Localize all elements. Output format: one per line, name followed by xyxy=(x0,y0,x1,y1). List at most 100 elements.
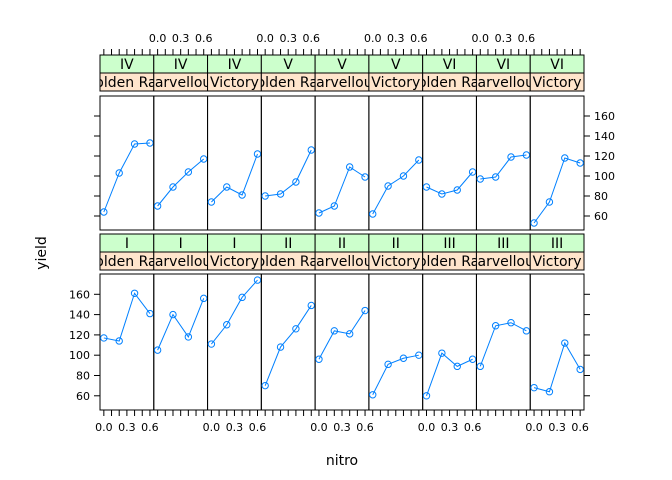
data-point xyxy=(223,321,231,329)
data-point xyxy=(307,146,315,154)
panel-frame xyxy=(153,273,209,411)
strip-block-label: IV xyxy=(228,57,242,73)
data-point xyxy=(476,175,484,183)
strip-variety-label: Victory xyxy=(533,254,582,270)
data-point xyxy=(100,334,108,342)
series-line xyxy=(103,142,150,213)
strip-block-label: V xyxy=(283,57,293,73)
data-point xyxy=(453,186,461,194)
strip-block-label: V xyxy=(337,57,347,73)
y-tick-label: 80 xyxy=(76,369,90,382)
x-tick-label: 0.3 xyxy=(548,421,566,434)
data-point xyxy=(468,168,477,176)
panel-frame xyxy=(314,273,370,411)
data-point xyxy=(361,173,369,181)
x-tick-label: 0.0 xyxy=(472,32,490,45)
data-point xyxy=(276,343,285,351)
x-tick-label: 0.6 xyxy=(249,421,267,434)
data-point xyxy=(438,190,446,198)
data-point xyxy=(330,327,339,335)
strip-variety-label: Golden Rain xyxy=(246,75,331,91)
data-point xyxy=(422,183,431,191)
x-tick-label: 0.6 xyxy=(518,32,536,45)
strip-block-label: I xyxy=(232,236,236,252)
y-tick-label: 140 xyxy=(69,309,90,322)
y-tick-label: 160 xyxy=(594,110,615,123)
strip-block-label: V xyxy=(391,57,401,73)
data-point xyxy=(200,155,208,163)
data-point xyxy=(253,150,262,158)
series-line xyxy=(157,298,205,351)
series-line xyxy=(426,171,473,195)
strip-variety-label: Marvellous xyxy=(304,75,380,91)
data-point xyxy=(438,349,446,357)
panel-frame xyxy=(314,95,370,231)
x-tick-label: 0.3 xyxy=(118,421,136,434)
data-point xyxy=(261,381,269,390)
x-axis-title: nitro xyxy=(326,453,358,469)
data-point xyxy=(153,346,162,354)
strip-variety-label: Golden Rain xyxy=(84,254,169,270)
panel-frame xyxy=(529,273,585,411)
data-point xyxy=(399,354,408,362)
y-tick-label: 100 xyxy=(69,349,90,362)
strip-block-label: III xyxy=(551,236,563,252)
data-point xyxy=(453,362,461,371)
series-line xyxy=(265,149,312,197)
data-point xyxy=(307,301,315,310)
x-tick-label: 0.6 xyxy=(410,32,428,45)
panel-frame xyxy=(260,273,316,411)
data-point xyxy=(415,156,423,164)
data-point xyxy=(146,139,154,147)
strip-block-label: II xyxy=(338,236,346,252)
data-point xyxy=(276,190,285,198)
series-line xyxy=(103,292,151,342)
x-tick-label: 0.3 xyxy=(333,421,351,434)
strip-variety-label: Golden Rain xyxy=(407,75,492,91)
x-tick-label: 0.0 xyxy=(364,32,382,45)
data-point xyxy=(530,219,538,227)
data-point xyxy=(561,339,569,347)
strip-block-label: II xyxy=(392,236,400,252)
y-tick-label: 80 xyxy=(594,190,608,203)
data-point xyxy=(576,159,584,167)
data-point xyxy=(476,362,484,371)
y-tick-label: 120 xyxy=(69,329,90,342)
strip-variety-label: Victory xyxy=(533,75,582,91)
series-line xyxy=(426,352,473,396)
x-tick-label: 0.0 xyxy=(310,421,328,434)
x-tick-label: 0.0 xyxy=(525,421,543,434)
series-line xyxy=(211,153,258,203)
series-line xyxy=(533,341,581,393)
x-tick-label: 0.0 xyxy=(203,421,221,434)
data-point xyxy=(169,310,177,319)
data-point xyxy=(200,294,208,303)
strip-variety-label: Victory xyxy=(210,75,259,91)
y-axis-title: yield xyxy=(34,236,50,270)
panel-frame xyxy=(99,273,155,411)
data-point xyxy=(207,198,216,206)
strip-variety-label: Marvellous xyxy=(143,254,219,270)
data-point xyxy=(330,202,339,210)
data-point xyxy=(345,330,354,338)
data-point xyxy=(361,306,369,315)
data-point xyxy=(207,340,216,348)
strip-variety-label: Golden Rain xyxy=(84,75,169,91)
data-point xyxy=(491,322,500,330)
strip-block-label: VI xyxy=(443,57,457,73)
strip-variety-label: Marvellous xyxy=(143,75,219,91)
strip-variety-label: Marvellous xyxy=(465,75,541,91)
x-tick-label: 0.6 xyxy=(356,421,374,434)
panel-frame xyxy=(529,95,585,231)
y-tick-label: 140 xyxy=(594,130,615,143)
data-point xyxy=(530,383,538,392)
panel-frame xyxy=(475,95,531,231)
strip-block-label: III xyxy=(443,236,455,252)
series-line xyxy=(480,154,527,180)
series-line xyxy=(264,305,312,386)
series-line xyxy=(318,166,366,214)
data-point xyxy=(545,198,554,206)
y-tick-label: 160 xyxy=(69,288,90,301)
data-point xyxy=(115,337,123,345)
